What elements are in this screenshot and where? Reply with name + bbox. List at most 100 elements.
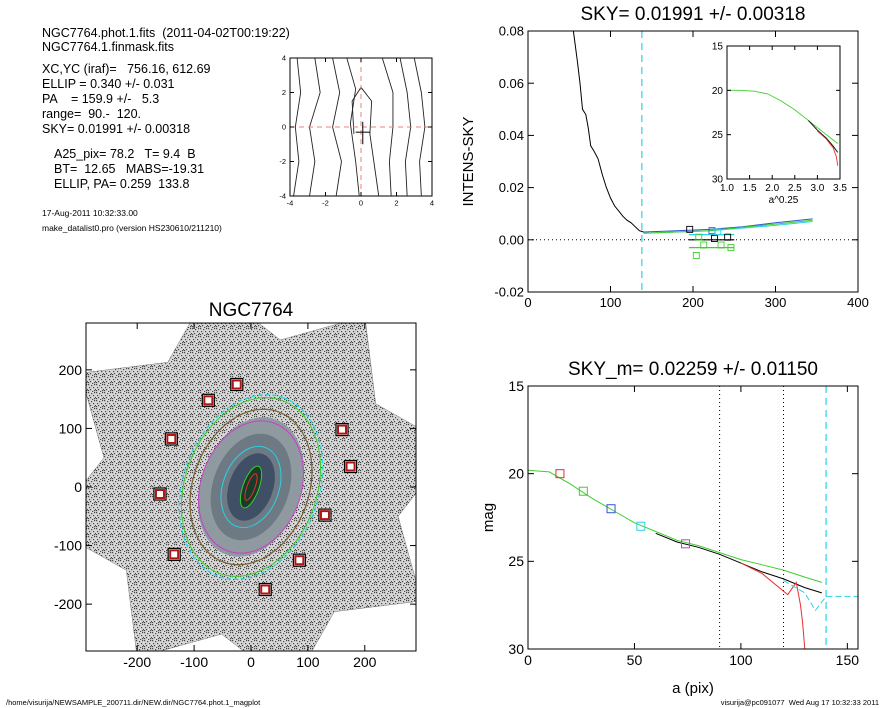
- isophote-center-green: [239, 465, 263, 509]
- inset-ytick-label: 20: [712, 86, 724, 97]
- sky-square: [700, 241, 708, 249]
- galaxy-ytick-label: 0: [74, 479, 82, 495]
- profile-ytick-label: 20: [508, 466, 524, 482]
- inset-xtick-label: 1.0: [720, 183, 734, 194]
- sky-square: [711, 235, 718, 242]
- contour-peak: [351, 86, 380, 197]
- sky-ytick-label: 0.06: [499, 76, 524, 91]
- sky-ytick-label: 0.08: [499, 24, 524, 39]
- inset-series-green: [727, 89, 838, 144]
- isophote-cyan: [178, 394, 324, 580]
- masked-star: [260, 584, 271, 595]
- galaxy-xtick-label: 100: [296, 654, 320, 670]
- contour-line: [346, 57, 360, 197]
- inset-ytick-label: 30: [712, 175, 724, 186]
- masked-star: [154, 489, 165, 500]
- masked-star: [231, 379, 242, 390]
- profile-series-cyan: [783, 580, 858, 612]
- isophote-magenta: [198, 420, 304, 554]
- contour-ytick-label: -2: [279, 157, 286, 166]
- isophote-olive: [189, 408, 313, 566]
- profile-ylabel: mag: [480, 503, 497, 532]
- sky-square: [717, 241, 725, 249]
- sky-xtick-label: 100: [600, 295, 622, 310]
- contour-xtick-label: 4: [430, 199, 434, 208]
- sky-series-blue: [643, 218, 813, 233]
- inset-xtick-label: 2.0: [765, 183, 779, 194]
- sky-title: SKY= 0.01991 +/- 0.00318: [580, 4, 805, 25]
- galaxy-title: NGC7764: [209, 300, 294, 321]
- galaxy-xtick-label: -200: [123, 654, 151, 670]
- inset-xtick-label: 2.5: [788, 183, 802, 194]
- profile-xlabel: a (pix): [672, 680, 714, 697]
- sky-ylabel: INTENS-SKY: [460, 116, 477, 206]
- contour-xtick-label: 2: [394, 199, 398, 208]
- sky-square: [686, 225, 694, 233]
- header-line-5: PA = 159.9 +/- 5.3: [42, 92, 160, 106]
- contour-ytick-label: 2: [282, 88, 286, 97]
- footer-user: visurija@pc091077 Wed Aug 17 10:32:33 20…: [720, 698, 879, 707]
- contour-line: [293, 57, 302, 197]
- profile-frame: [527, 385, 859, 650]
- inset-series-red: [817, 130, 839, 166]
- contour-line: [413, 57, 426, 197]
- inset-xtick-label: 1.5: [743, 183, 757, 194]
- isophote-inner-cyan: [220, 445, 282, 529]
- inset-xtick-label: 3.0: [810, 183, 824, 194]
- profile-series-green: [527, 469, 822, 583]
- profile-square: [681, 539, 691, 549]
- header-line-6: range= 90.- 120.: [42, 107, 142, 121]
- profile-ytick-label: 25: [508, 553, 524, 569]
- header-line-1: NGC7764.phot.1.fits (2011-04-02T00:19:22…: [42, 26, 290, 40]
- header-line-4: ELLIP = 0.340 +/- 0.031: [42, 77, 175, 91]
- galaxy-image: [86, 323, 416, 651]
- header-line-8: A25_pix= 78.2 T= 9.4 B: [54, 147, 196, 161]
- sky-xtick-label: 0: [524, 295, 531, 310]
- sky-square: [714, 228, 722, 236]
- isophote-green: [180, 397, 322, 577]
- header-line-2: NGC7764.1.finmask.fits: [42, 40, 174, 54]
- sky-ytick-label: 0.04: [499, 128, 524, 143]
- sky-xtick-label: 300: [765, 295, 787, 310]
- masked-star: [294, 555, 305, 566]
- footer-path: /home/visurija/NEWSAMPLE_200711.dir/NEW.…: [6, 698, 261, 707]
- sky-xtick-label: 400: [847, 295, 869, 310]
- galaxy-ytick-label: -200: [54, 596, 82, 612]
- masked-star: [166, 433, 177, 444]
- profile-title: SKY_m= 0.02259 +/- 0.01150: [568, 359, 818, 380]
- inset-ytick-label: 15: [712, 42, 724, 53]
- contour-xtick-label: -2: [322, 199, 329, 208]
- sky-square: [727, 244, 735, 252]
- sky-square: [724, 233, 732, 241]
- galaxy-ytick-label: 100: [59, 420, 83, 436]
- contour-ytick-label: 4: [282, 54, 286, 63]
- masked-star: [319, 510, 330, 521]
- sky-ytick-label: 0.02: [499, 180, 524, 195]
- header-program: make_datalist0.pro (version HS230610/211…: [42, 223, 222, 233]
- profile-square: [555, 469, 565, 479]
- masked-star: [345, 461, 356, 472]
- sky-square: [692, 252, 700, 259]
- inset-series-black: [808, 120, 839, 153]
- contour-line: [332, 57, 342, 197]
- sky-series-green: [643, 219, 813, 234]
- profile-ytick-label: 15: [508, 378, 524, 394]
- profile-square: [636, 521, 646, 531]
- sky-series-black: [572, 30, 644, 233]
- isophote-center-red: [244, 473, 258, 501]
- contour-ytick-label: -4: [279, 192, 286, 201]
- header-date: 17-Aug-2011 10:32:33.00: [42, 208, 138, 218]
- header-line-9: BT= 12.65 MABS=-19.31: [54, 162, 205, 176]
- profile-xtick-label: 0: [524, 652, 532, 668]
- inset-ytick-label: 25: [712, 130, 724, 141]
- sky-ytick-label: -0.02: [494, 285, 524, 300]
- galaxy-ytick-label: 200: [59, 362, 83, 378]
- profile-xtick-label: 150: [836, 652, 860, 668]
- inset-xtick-label: 3.5: [833, 183, 847, 194]
- masked-star: [169, 549, 180, 560]
- galaxy-xtick-label: 0: [247, 654, 255, 670]
- masked-star: [337, 424, 348, 435]
- profile-xtick-label: 100: [729, 652, 753, 668]
